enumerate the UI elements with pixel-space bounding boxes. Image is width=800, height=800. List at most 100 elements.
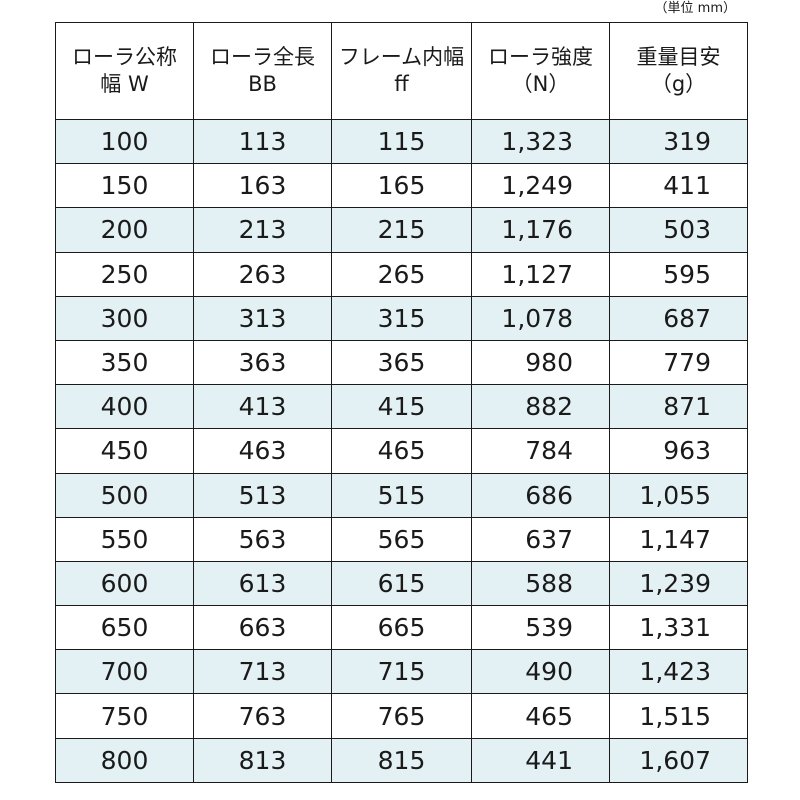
nominal-width-cell: 800: [55, 737, 194, 783]
header-nominal-width: ローラ公称 幅 W: [55, 22, 194, 120]
table-row: 800 813 815 441 1,607: [55, 737, 748, 783]
weight-cell: 595: [609, 251, 748, 297]
roller-length-cell: 663: [193, 605, 332, 651]
roller-length-cell: 613: [193, 560, 332, 607]
frame-inner-width-cell: 565: [331, 516, 472, 562]
header-frame-inner-width: フレーム内幅 ff: [331, 22, 472, 120]
nominal-width-cell: 300: [55, 295, 194, 341]
roller-length-cell: 313: [193, 295, 332, 341]
table-row: 500 513 515 686 1,055: [55, 472, 748, 518]
table-row: 150 163 165 1,249 411: [55, 163, 748, 209]
roller-strength-cell: 441: [471, 737, 610, 783]
header-line: ff: [394, 72, 409, 96]
frame-inner-width-cell: 365: [331, 339, 472, 386]
header-line: （N）: [511, 72, 570, 96]
roller-strength-cell: 1,176: [471, 207, 610, 253]
roller-strength-cell: 980: [471, 339, 610, 386]
table-row: 200 213 215 1,176 503: [55, 207, 748, 253]
roller-length-cell: 213: [193, 207, 332, 253]
header-roller-strength: ローラ強度 （N）: [471, 22, 610, 120]
table-row: 350 363 365 980 779: [55, 339, 748, 386]
nominal-width-cell: 100: [55, 118, 194, 165]
nominal-width-cell: 350: [55, 339, 194, 386]
header-line: 幅 W: [100, 72, 149, 96]
weight-cell: 1,331: [609, 605, 748, 651]
frame-inner-width-cell: 265: [331, 251, 472, 297]
header-line: フレーム内幅: [338, 45, 465, 69]
roller-length-cell: 113: [193, 118, 332, 165]
weight-cell: 411: [609, 163, 748, 209]
frame-inner-width-cell: 465: [331, 428, 472, 474]
table-row: 700 713 715 490 1,423: [55, 649, 748, 695]
table-row: 100 113 115 1,323 319: [55, 118, 748, 165]
roller-strength-cell: 539: [471, 605, 610, 651]
weight-cell: 687: [609, 295, 748, 341]
weight-cell: 1,055: [609, 472, 748, 518]
roller-length-cell: 563: [193, 516, 332, 562]
weight-cell: 1,607: [609, 737, 748, 783]
table-row: 300 313 315 1,078 687: [55, 295, 748, 341]
frame-inner-width-cell: 515: [331, 472, 472, 518]
roller-length-cell: 263: [193, 251, 332, 297]
roller-strength-cell: 637: [471, 516, 610, 562]
table-row: 400 413 415 882 871: [55, 384, 748, 430]
roller-length-cell: 813: [193, 737, 332, 783]
roller-length-cell: 713: [193, 649, 332, 695]
roller-length-cell: 463: [193, 428, 332, 474]
weight-cell: 1,515: [609, 693, 748, 739]
header-line: BB: [248, 72, 277, 96]
nominal-width-cell: 600: [55, 560, 194, 607]
roller-strength-cell: 588: [471, 560, 610, 607]
nominal-width-cell: 400: [55, 384, 194, 430]
table-row: 450 463 465 784 963: [55, 428, 748, 474]
nominal-width-cell: 550: [55, 516, 194, 562]
weight-cell: 1,147: [609, 516, 748, 562]
nominal-width-cell: 250: [55, 251, 194, 297]
frame-inner-width-cell: 115: [331, 118, 472, 165]
roller-strength-cell: 882: [471, 384, 610, 430]
roller-strength-cell: 1,127: [471, 251, 610, 297]
header-line: （g）: [650, 72, 707, 96]
frame-inner-width-cell: 815: [331, 737, 472, 783]
header-line: ローラ全長: [210, 45, 315, 69]
header-line: ローラ強度: [488, 45, 593, 69]
table-row: 750 763 765 465 1,515: [55, 693, 748, 739]
weight-cell: 871: [609, 384, 748, 430]
nominal-width-cell: 450: [55, 428, 194, 474]
roller-spec-table: ローラ公称 幅 W ローラ全長 BB フレーム内幅 ff ローラ強度 （N） 重…: [55, 22, 748, 783]
frame-inner-width-cell: 415: [331, 384, 472, 430]
frame-inner-width-cell: 665: [331, 605, 472, 651]
weight-cell: 503: [609, 207, 748, 253]
table-row: 600 613 615 588 1,239: [55, 560, 748, 607]
nominal-width-cell: 150: [55, 163, 194, 209]
roller-strength-cell: 1,078: [471, 295, 610, 341]
nominal-width-cell: 700: [55, 649, 194, 695]
roller-length-cell: 163: [193, 163, 332, 209]
roller-length-cell: 513: [193, 472, 332, 518]
roller-length-cell: 413: [193, 384, 332, 430]
header-roller-length: ローラ全長 BB: [193, 22, 332, 120]
header-row: ローラ公称 幅 W ローラ全長 BB フレーム内幅 ff ローラ強度 （N） 重…: [55, 22, 748, 120]
roller-length-cell: 763: [193, 693, 332, 739]
frame-inner-width-cell: 215: [331, 207, 472, 253]
roller-strength-cell: 1,323: [471, 118, 610, 165]
table-row: 550 563 565 637 1,147: [55, 516, 748, 562]
table-row: 650 663 665 539 1,331: [55, 605, 748, 651]
nominal-width-cell: 750: [55, 693, 194, 739]
weight-cell: 319: [609, 118, 748, 165]
roller-strength-cell: 1,249: [471, 163, 610, 209]
nominal-width-cell: 650: [55, 605, 194, 651]
roller-strength-cell: 465: [471, 693, 610, 739]
frame-inner-width-cell: 765: [331, 693, 472, 739]
roller-length-cell: 363: [193, 339, 332, 386]
frame-inner-width-cell: 165: [331, 163, 472, 209]
nominal-width-cell: 500: [55, 472, 194, 518]
weight-cell: 779: [609, 339, 748, 386]
nominal-width-cell: 200: [55, 207, 194, 253]
roller-strength-cell: 490: [471, 649, 610, 695]
weight-cell: 1,423: [609, 649, 748, 695]
table-row: 250 263 265 1,127 595: [55, 251, 748, 297]
frame-inner-width-cell: 615: [331, 560, 472, 607]
header-line: 重量目安: [636, 45, 721, 69]
roller-strength-cell: 686: [471, 472, 610, 518]
